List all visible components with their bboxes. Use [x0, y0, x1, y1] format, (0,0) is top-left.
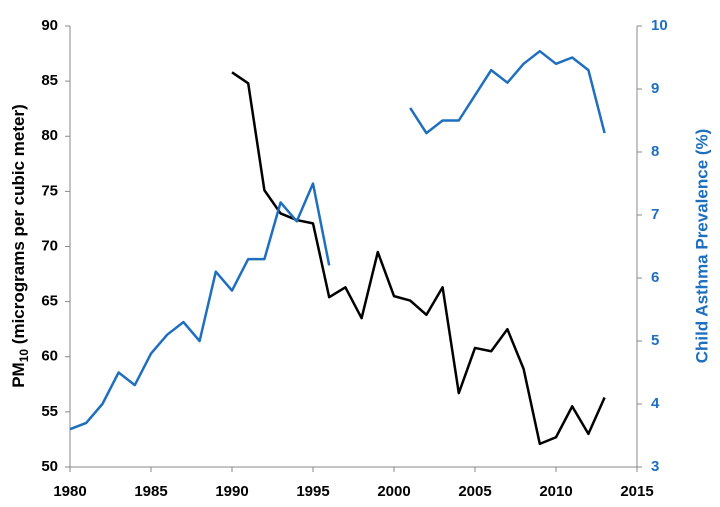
y-tick-label: 65: [41, 293, 58, 310]
y-label-rest: (micrograms per cubic meter): [9, 104, 28, 349]
y-tick-label: 80: [41, 127, 58, 144]
y-tick-label: 60: [41, 348, 58, 365]
y2-tick-label: 8: [651, 143, 659, 160]
y2-tick-label: 3: [651, 458, 659, 475]
y-tick-label: 50: [41, 458, 58, 475]
x-tick-label: 1985: [134, 483, 167, 500]
y-tick-label: 75: [41, 182, 58, 199]
y-tick-label: 90: [41, 17, 58, 34]
x-tick-label: 2005: [458, 483, 491, 500]
y2-tick-label: 4: [651, 395, 660, 412]
y-axis-label: PM10 (micrograms per cubic meter): [9, 104, 31, 388]
x-tick-label: 1990: [215, 483, 248, 500]
x-tick-label: 1995: [296, 483, 329, 500]
series-line: [69, 182, 331, 431]
y2-axis-label: Child Asthma Prevalence (%): [692, 129, 711, 364]
x-tick-label: 2015: [620, 483, 653, 500]
x-tick-label: 2000: [377, 483, 410, 500]
x-tick-label: 2010: [539, 483, 572, 500]
series-line: [231, 71, 606, 446]
y2-tick-label: 6: [651, 269, 659, 286]
y2-tick-label: 7: [651, 206, 659, 223]
y-tick-label: 55: [41, 403, 58, 420]
y-tick-label: 70: [41, 237, 58, 254]
y2-tick-label: 9: [651, 80, 659, 97]
series-line: [409, 49, 606, 135]
y-label-main: PM: [9, 362, 28, 388]
y2-tick-label: 10: [651, 17, 668, 34]
y2-tick-label: 5: [651, 332, 659, 349]
x-tick-label: 1980: [53, 483, 86, 500]
y-tick-label: 85: [41, 72, 58, 89]
y-label-subscript: 10: [17, 349, 31, 363]
